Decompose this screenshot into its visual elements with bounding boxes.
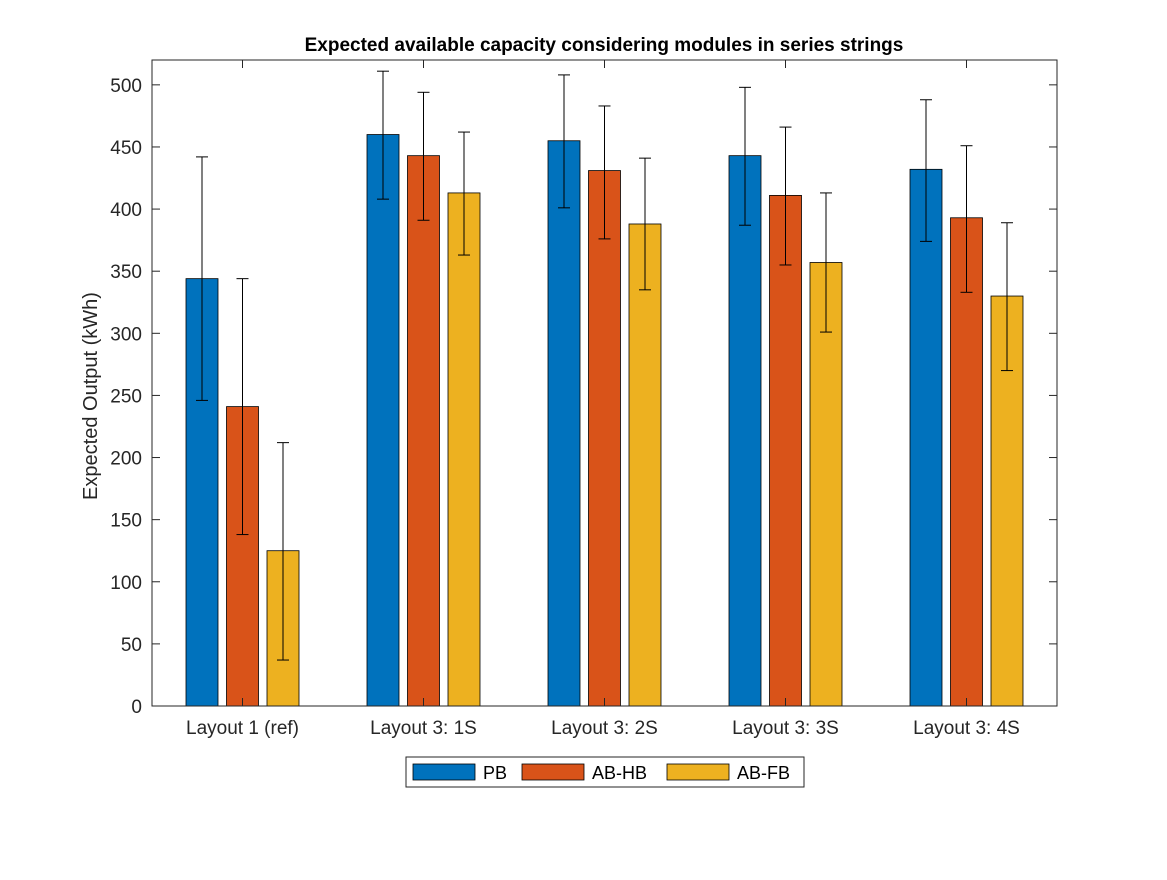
- y-tick-label: 400: [110, 200, 142, 221]
- bar-ab-fb-3: [809, 262, 843, 707]
- y-tick-label: 0: [131, 697, 142, 718]
- chart-title: Expected available capacity considering …: [305, 35, 904, 56]
- error-bar-pb-1: [377, 70, 389, 200]
- legend-label: AB-HB: [592, 763, 647, 783]
- bar-ab-hb-2: [588, 170, 621, 707]
- error-bar-ab-hb-4: [960, 145, 973, 293]
- error-bar-ab-hb-1: [417, 91, 430, 221]
- error-bar-pb-3: [739, 86, 751, 226]
- legend-label: PB: [483, 763, 507, 783]
- bar-pb-3: [728, 155, 762, 707]
- bar-pb-4: [909, 168, 943, 707]
- x-tick-label: Layout 1 (ref): [186, 718, 299, 739]
- axes-layer: 0 50 100 150 200 250 300 350 400 450 500 Layout 1 (…: [110, 59, 1058, 739]
- error-bar-ab-hb-0: [236, 278, 249, 536]
- legend-swatch: [666, 763, 730, 781]
- error-bar-ab-fb-4: [1001, 222, 1013, 372]
- legend-swatch: [521, 763, 585, 781]
- bar-ab-hb-1: [407, 155, 440, 707]
- legend-item-ab-hb: AB-HB: [521, 763, 647, 783]
- bars-layer: [185, 134, 1024, 707]
- bar-pb-2: [547, 140, 581, 707]
- legend-label: AB-FB: [737, 763, 790, 783]
- error-bar-pb-4: [920, 99, 932, 242]
- x-tick-label: Layout 3: 1S: [370, 718, 477, 739]
- bar-ab-hb-4: [950, 217, 983, 707]
- x-tick-label: Layout 3: 3S: [732, 718, 839, 739]
- bar-ab-fb-1: [447, 192, 481, 707]
- error-bar-ab-fb-2: [639, 157, 651, 291]
- error-bar-ab-fb-0: [277, 442, 289, 661]
- bar-pb-1: [366, 134, 400, 707]
- legend-swatch: [412, 763, 476, 781]
- x-tick-label: Layout 3: 4S: [913, 718, 1020, 739]
- error-bar-pb-2: [558, 74, 570, 209]
- error-bar-ab-hb-3: [779, 126, 792, 266]
- legend: PB AB-HB AB-FB: [405, 756, 805, 788]
- legend-item-pb: PB: [412, 763, 507, 783]
- y-tick-label: 350: [110, 262, 142, 283]
- error-bar-ab-fb-3: [820, 192, 832, 333]
- y-tick-label: 450: [110, 138, 142, 159]
- y-axis-label: Expected Output (kWh): [80, 292, 102, 500]
- error-bar-ab-fb-1: [458, 131, 470, 256]
- error-bars-layer: [196, 70, 1013, 661]
- y-tick-label: 200: [110, 449, 142, 470]
- y-tick-label: 50: [121, 635, 142, 656]
- x-tick-label: Layout 3: 2S: [551, 718, 658, 739]
- legend-item-ab-fb: AB-FB: [666, 763, 790, 783]
- error-bar-ab-hb-2: [598, 105, 611, 240]
- y-tick-label: 250: [110, 386, 142, 407]
- y-tick-label: 500: [110, 76, 142, 97]
- bar-ab-fb-2: [628, 223, 662, 707]
- y-tick-label: 100: [110, 573, 142, 594]
- y-tick-label: 150: [110, 511, 142, 532]
- y-tick-label: 300: [110, 324, 142, 345]
- error-bar-pb-0: [196, 156, 208, 401]
- bar-ab-hb-3: [769, 195, 802, 707]
